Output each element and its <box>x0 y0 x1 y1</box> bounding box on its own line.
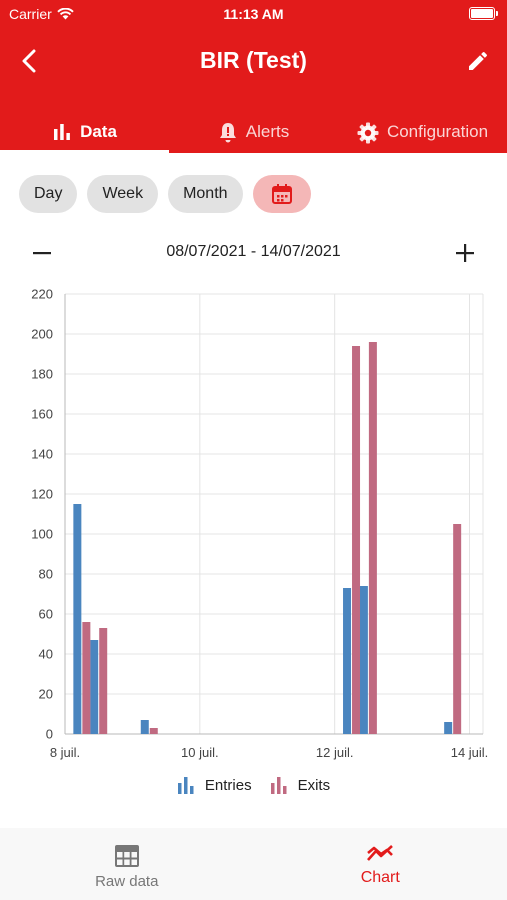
gear-icon <box>357 122 379 144</box>
y-tick-label: 120 <box>31 487 53 502</box>
entries-bar <box>73 504 82 734</box>
y-tick-label: 200 <box>31 327 53 342</box>
y-tick-label: 80 <box>39 567 53 582</box>
chart-nav-button[interactable]: Chart <box>254 828 507 900</box>
tab-configuration[interactable]: Configuration <box>338 112 507 153</box>
pencil-icon <box>469 51 488 70</box>
exits-bar <box>352 346 361 734</box>
bell-alert-icon <box>219 123 236 143</box>
x-tick-label: 10 juil. <box>181 745 219 760</box>
previous-range-button[interactable] <box>26 237 58 269</box>
tab-alerts-label: Alerts <box>245 122 290 141</box>
chart-legend: Entries Exits <box>0 777 507 794</box>
legend-entries: Entries <box>177 777 252 794</box>
legend-exits-icon <box>270 777 287 794</box>
date-range-label: 08/07/2021 - 14/07/2021 <box>166 243 341 260</box>
carrier-info: Carrier <box>9 6 74 22</box>
status-time: 11:13 AM <box>223 6 284 22</box>
chart-canvas: 0 20 40 60 80 100 120 140 160 180 200 220 8 juil. 10 … <box>31 287 489 761</box>
chart-nav-label: Chart <box>360 869 400 886</box>
y-tick-label: 160 <box>31 407 53 422</box>
exits-bar <box>453 524 462 734</box>
entries-bar <box>90 640 99 734</box>
exits-bar <box>99 628 108 734</box>
legend-entries-icon <box>177 777 194 794</box>
wifi-icon <box>57 8 74 20</box>
day-button[interactable]: Day <box>19 175 78 213</box>
y-tick-label: 100 <box>31 527 53 542</box>
minus-icon <box>33 252 51 255</box>
plus-icon <box>456 244 474 262</box>
raw-data-label: Raw data <box>95 873 159 890</box>
battery-icon <box>469 7 498 20</box>
carrier-label: Carrier <box>9 6 52 22</box>
legend-entries-label: Entries <box>204 777 252 794</box>
trend-chart-icon <box>367 845 394 861</box>
y-tick-label: 220 <box>31 287 53 302</box>
app-header: Carrier 11:13 AM BIR (Test) <box>0 0 507 153</box>
back-button[interactable] <box>12 44 46 78</box>
x-tick-label: 14 juil. <box>451 745 489 760</box>
table-icon <box>114 845 139 867</box>
nav-bar: BIR (Test) <box>0 38 507 84</box>
exits-bar <box>82 622 91 734</box>
raw-data-button[interactable]: Raw data <box>0 828 254 900</box>
exits-bar <box>368 342 377 734</box>
entries-bar <box>343 588 352 734</box>
entries-bar <box>140 720 149 734</box>
y-tick-label: 140 <box>31 447 53 462</box>
y-tick-label: 0 <box>46 727 53 742</box>
date-range-row: 08/07/2021 - 14/07/2021 <box>0 237 507 269</box>
exits-bar <box>149 728 158 734</box>
bottom-nav: Raw data Chart <box>0 828 507 900</box>
status-bar: Carrier 11:13 AM <box>0 0 507 30</box>
tab-alerts[interactable]: Alerts <box>169 112 338 153</box>
x-tick-label: 12 juil. <box>316 745 354 760</box>
edit-button[interactable] <box>461 44 495 78</box>
page-title: BIR (Test) <box>200 47 307 73</box>
entries-bar <box>359 586 368 734</box>
bar-chart-icon <box>54 124 70 140</box>
x-tick-label: 8 juil. <box>50 745 80 760</box>
legend-exits: Exits <box>270 777 331 794</box>
tab-data[interactable]: Data <box>0 112 169 153</box>
tab-configuration-label: Configuration <box>386 122 489 141</box>
y-tick-label: 60 <box>39 607 53 622</box>
tab-bar: Data Alerts Configurat <box>0 112 507 153</box>
next-range-button[interactable] <box>449 237 481 269</box>
legend-exits-label: Exits <box>297 777 331 794</box>
week-button[interactable]: Week <box>87 175 159 213</box>
calendar-button[interactable] <box>252 175 311 213</box>
month-button[interactable]: Month <box>168 175 243 213</box>
chevron-left-icon <box>22 49 36 73</box>
y-tick-label: 180 <box>31 367 53 382</box>
bar-chart: 0 20 40 60 80 100 120 140 160 180 200 220 8 juil. 10 … <box>0 280 507 761</box>
entries-bar <box>444 722 453 734</box>
tab-data-label: Data <box>80 122 117 141</box>
calendar-icon <box>271 184 292 204</box>
y-tick-label: 40 <box>39 647 53 662</box>
period-selector: Day Week Month <box>19 175 311 213</box>
y-tick-label: 20 <box>39 687 53 702</box>
